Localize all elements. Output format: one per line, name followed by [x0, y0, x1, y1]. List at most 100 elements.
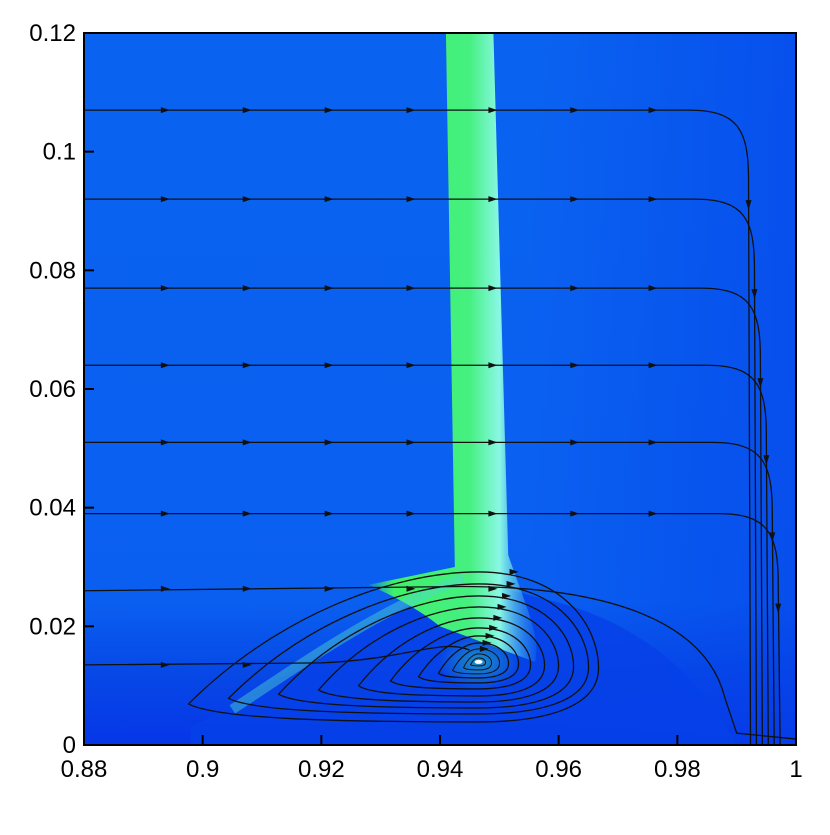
- streamline-arrow: [482, 639, 492, 646]
- streamline-outer-1: [84, 109, 752, 745]
- y-tick-label: 0: [63, 732, 76, 759]
- recirculation-loop-10: [462, 653, 493, 671]
- streamline-outer-4: [84, 364, 769, 745]
- streamline-arrow: [775, 603, 782, 614]
- streamline-lower-2: [84, 645, 470, 666]
- streamline-arrow: [242, 107, 252, 114]
- streamline-arrow: [242, 285, 252, 292]
- recirculation-loop-2: [227, 583, 590, 715]
- streamline-arrow: [509, 568, 519, 575]
- recirculation-loop-11: [469, 657, 487, 667]
- streamline-arrow: [160, 510, 170, 517]
- streamline-arrow: [745, 200, 752, 211]
- streamline-arrow: [570, 362, 580, 369]
- streamline-arrow: [570, 107, 580, 114]
- y-tick-label: 0.12: [29, 20, 76, 47]
- recirculation-loop-1: [187, 571, 600, 723]
- streamline-arrow: [488, 510, 498, 517]
- streamline-arrow: [406, 107, 416, 114]
- streamline-arrow: [488, 107, 498, 114]
- color-field: [84, 33, 796, 745]
- streamline-arrow: [242, 510, 252, 517]
- streamline-arrow: [242, 362, 252, 369]
- recirculation-loop-7: [417, 635, 520, 684]
- streamline-outer-6: [84, 512, 781, 745]
- streamline-arrow: [324, 439, 334, 446]
- streamline-arrow: [406, 196, 416, 203]
- streamline-arrow: [160, 196, 170, 203]
- streamline-arrow: [160, 585, 170, 592]
- y-axis: 0 0.02 0.04 0.06 0.08 0.1 0.12: [29, 20, 94, 759]
- streamline-arrow: [648, 196, 658, 203]
- y-tick-label: 0.08: [29, 257, 76, 284]
- streamline-arrow: [488, 285, 498, 292]
- streamline-arrow: [488, 439, 498, 446]
- recirculation-loop-8: [437, 642, 510, 679]
- streamlines: [84, 107, 796, 745]
- streamline-arrow: [324, 510, 334, 517]
- recirculation-loop-4: [317, 606, 560, 703]
- streamline-arrow: [406, 585, 416, 592]
- streamline-arrow: [497, 603, 507, 610]
- streamline-arrow: [648, 362, 658, 369]
- x-tick-label: 0.9: [186, 756, 219, 783]
- recirculation-loop-9: [451, 648, 501, 675]
- y-tick-label: 0.1: [43, 139, 76, 166]
- x-tick-label: 1: [789, 756, 802, 783]
- streamline-arrow: [763, 455, 770, 466]
- streamline-arrow: [493, 614, 503, 621]
- streamline-arrow: [242, 196, 252, 203]
- streamline-arrow: [160, 661, 170, 668]
- x-axis: 0.88 0.9 0.92 0.94 0.96 0.98 1: [61, 735, 803, 783]
- streamline-outer-5: [84, 441, 775, 745]
- streamline-arrow: [648, 107, 658, 114]
- streamline-arrow: [242, 661, 252, 668]
- x-tick-label: 0.98: [654, 756, 701, 783]
- vortex-center-marker: [474, 659, 483, 664]
- recirculation-loop-5: [357, 617, 546, 697]
- recirculation-loop-3: [277, 595, 575, 709]
- streamline-arrow: [160, 362, 170, 369]
- streamline-arrow: [324, 585, 334, 592]
- streamline-arrow: [160, 107, 170, 114]
- streamline-arrow: [648, 439, 658, 446]
- streamline-arrow: [570, 285, 580, 292]
- streamline-arrow: [757, 378, 764, 389]
- streamline-arrow: [489, 624, 499, 631]
- streamline-arrow: [406, 362, 416, 369]
- streamline-outer-2: [84, 198, 758, 745]
- streamline-outer-3: [84, 287, 764, 745]
- streamline-arrow: [324, 362, 334, 369]
- streamline-arrow: [324, 196, 334, 203]
- streamline-arrow: [324, 107, 334, 114]
- streamline-arrow: [751, 289, 758, 300]
- y-tick-label: 0.04: [29, 495, 76, 522]
- streamline-arrow: [648, 510, 658, 517]
- green-band: [368, 33, 537, 662]
- streamline-arrow: [570, 510, 580, 517]
- shear-layer: [229, 574, 466, 714]
- y-tick-label: 0.02: [29, 613, 76, 640]
- streamline-arrow: [406, 285, 416, 292]
- streamline-arrow: [506, 580, 516, 587]
- x-tick-label: 0.92: [298, 756, 345, 783]
- streamline-arrow: [570, 439, 580, 446]
- streamline-arrow: [485, 632, 495, 639]
- streamline-arrow: [648, 285, 658, 292]
- x-tick-label: 0.88: [61, 756, 108, 783]
- streamline-lower-1: [84, 585, 796, 740]
- streamline-arrow: [488, 196, 498, 203]
- streamline-arrow: [160, 439, 170, 446]
- recirculation-loop-6: [389, 627, 532, 690]
- x-tick-label: 0.94: [417, 756, 464, 783]
- x-tick-label: 0.96: [535, 756, 582, 783]
- streamline-arrow: [570, 196, 580, 203]
- streamline-arrow: [406, 510, 416, 517]
- streamline-arrow: [406, 439, 416, 446]
- streamline-arrow: [242, 439, 252, 446]
- streamline-arrow: [502, 592, 512, 599]
- streamline-arrow: [488, 362, 498, 369]
- streamline-arrow: [242, 585, 252, 592]
